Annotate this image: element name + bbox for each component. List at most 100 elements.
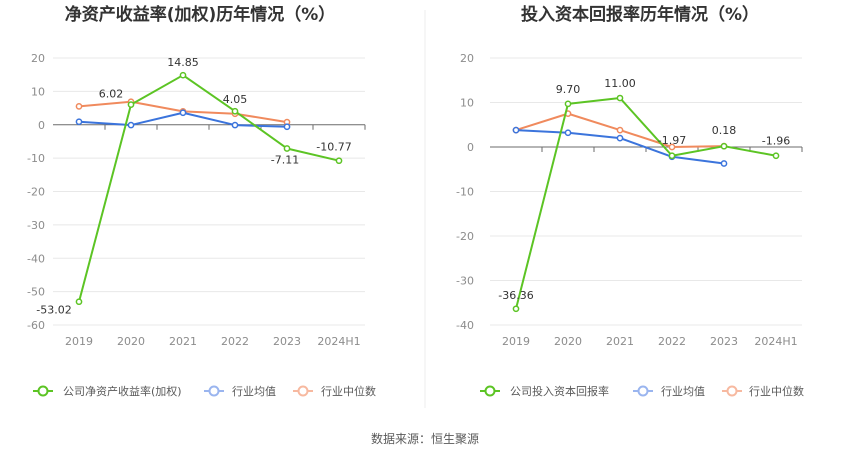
legend-label: 行业均值: [661, 385, 705, 398]
y-tick-label: -40: [27, 252, 45, 265]
data-point: [127, 101, 135, 109]
series-company: -36.36 9.70 11.00 -1.97 0.18 -1.96: [498, 77, 790, 313]
data-point: [668, 143, 676, 151]
legend-item-company[interactable]: 公司净资产收益率(加权): [33, 384, 182, 398]
data-point: [720, 160, 728, 167]
y-tick-label: 0: [38, 119, 45, 132]
x-tick-label: 2023: [710, 335, 738, 348]
data-point: [283, 145, 291, 152]
data-point: [127, 121, 135, 129]
chart-title: 投入资本回报率历年情况（%）: [521, 4, 759, 25]
data-point: [75, 298, 83, 306]
legend-label: 公司净资产收益率(加权): [63, 384, 182, 398]
data-label: 11.00: [604, 77, 636, 90]
y-tick-label: 10: [460, 97, 474, 110]
y-tick-label: -30: [456, 275, 474, 288]
x-tick-label: 2020: [117, 335, 145, 348]
legend-item-industry-avg[interactable]: 行业均值: [204, 385, 276, 398]
roe-chart: 净资产收益率(加权)历年情况（%） 20 10 0 -10 -20 -30 -40 -50 -60…: [27, 4, 376, 398]
series-line: [78, 74, 340, 302]
data-point: [75, 118, 83, 126]
y-axis: 20 10 0 -10 -20 -30 -40: [456, 52, 802, 332]
y-tick-label: -10: [456, 186, 474, 199]
data-label: 9.70: [556, 83, 581, 96]
data-label: -53.02: [36, 304, 71, 317]
legend-circle-marker: [726, 385, 738, 397]
x-tick-label: 2021: [606, 335, 634, 348]
y-tick-label: 20: [460, 52, 474, 65]
data-label: -1.96: [762, 135, 790, 148]
data-label: 4.05: [223, 93, 248, 106]
legend-label: 行业中位数: [749, 384, 804, 398]
y-tick-label: -40: [456, 319, 474, 332]
series-industry-avg: [75, 109, 291, 131]
data-label: 6.02: [99, 88, 124, 101]
x-tick-label: 2019: [502, 335, 530, 348]
data-source-text: 数据来源：恒生聚源: [371, 431, 479, 446]
data-point: [75, 103, 83, 110]
data-label: -36.36: [498, 289, 533, 302]
legend: 公司净资产收益率(加权) 行业均值 行业中位数: [33, 384, 376, 398]
legend-circle-marker: [484, 385, 496, 397]
data-point: [283, 123, 291, 131]
legend-label: 公司投入资本回报率: [510, 384, 609, 398]
legend-item-company[interactable]: 公司投入资本回报率: [480, 384, 609, 398]
chart-title: 净资产收益率(加权)历年情况（%）: [65, 4, 336, 25]
data-point: [720, 142, 728, 150]
legend-label: 行业中位数: [321, 384, 376, 398]
x-axis: 2019 2020 2021 2022 2023 2024H1: [65, 124, 366, 348]
data-point: [616, 126, 624, 134]
data-point: [772, 152, 780, 160]
series-industry-median: [512, 110, 728, 151]
x-tick-label: 2024H1: [754, 335, 797, 348]
data-point: [668, 152, 676, 160]
x-tick-label: 2020: [554, 335, 582, 348]
data-label: -10.77: [316, 141, 351, 154]
y-axis: 20 10 0 -10 -20 -30 -40 -50 -60: [27, 52, 365, 332]
data-point: [564, 129, 572, 137]
data-point: [616, 134, 624, 142]
y-tick-label: -20: [27, 186, 45, 199]
legend-circle-marker: [637, 385, 649, 397]
data-point: [616, 94, 624, 102]
data-point: [564, 100, 572, 108]
series-line: [515, 97, 777, 310]
y-tick-label: -30: [27, 219, 45, 232]
data-point: [179, 109, 187, 117]
data-label: -1.97: [658, 134, 686, 147]
data-point: [335, 157, 343, 165]
data-point: [512, 305, 520, 313]
x-tick-label: 2019: [65, 335, 93, 348]
legend-circle-marker: [297, 385, 309, 397]
y-tick-label: -20: [456, 230, 474, 243]
legend-item-industry-median[interactable]: 行业中位数: [293, 384, 376, 398]
y-tick-label: -50: [27, 286, 45, 299]
y-tick-label: -10: [27, 152, 45, 165]
x-tick-label: 2022: [221, 335, 249, 348]
series-company: -53.02 6.02 14.85 4.05 -7.11 -10.77: [36, 56, 351, 317]
data-label: 0.18: [712, 124, 737, 137]
x-tick-label: 2021: [169, 335, 197, 348]
x-axis: 2019 2020 2021 2022 2023 2024H1: [502, 147, 803, 348]
y-tick-label: 10: [31, 85, 45, 98]
x-tick-label: 2023: [273, 335, 301, 348]
x-tick-label: 2024H1: [317, 335, 360, 348]
data-label: 14.85: [167, 56, 199, 69]
legend-label: 行业均值: [232, 385, 276, 398]
legend-item-industry-median[interactable]: 行业中位数: [722, 384, 804, 398]
y-tick-label: -60: [27, 319, 45, 332]
legend-circle-marker: [37, 385, 49, 397]
data-label: -7.11: [271, 153, 299, 166]
data-point: [179, 71, 187, 79]
data-point: [231, 121, 239, 129]
x-tick-label: 2022: [658, 335, 686, 348]
legend-circle-marker: [208, 385, 220, 397]
y-tick-label: 0: [467, 141, 474, 154]
y-tick-label: 20: [31, 52, 45, 65]
legend-item-industry-avg[interactable]: 行业均值: [633, 385, 705, 398]
data-point: [512, 126, 520, 134]
legend: 公司投入资本回报率 行业均值 行业中位数: [480, 384, 804, 398]
data-point: [231, 107, 239, 115]
